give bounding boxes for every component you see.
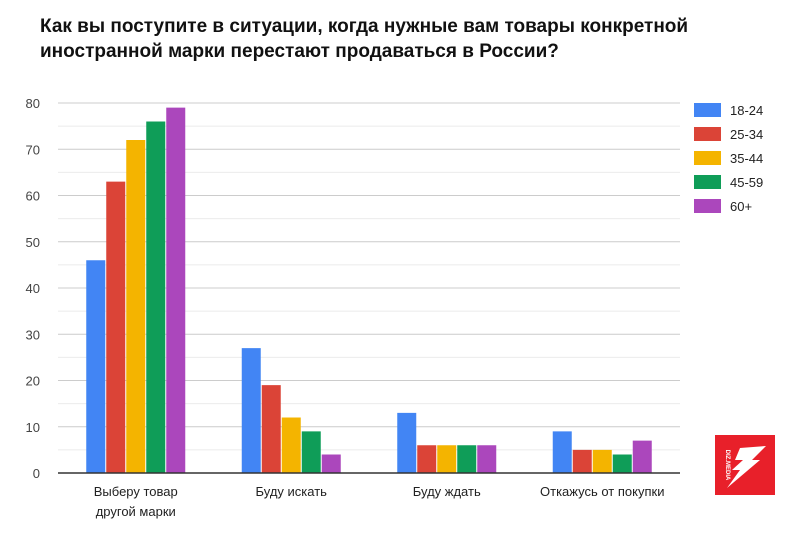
- y-tick-label: 60: [26, 189, 40, 204]
- x-category-label: другой марки: [96, 504, 176, 519]
- lightning-icon: [727, 446, 766, 488]
- bar-60+-1: [321, 454, 341, 473]
- legend-label: 45-59: [730, 175, 763, 190]
- bar-45-59-3: [612, 454, 632, 473]
- diz-media-logo: DIZ.MEDIA: [715, 435, 775, 495]
- svg-text:DIZ.MEDIA: DIZ.MEDIA: [724, 450, 730, 481]
- bar-18-24-2: [397, 412, 417, 473]
- x-category-label: Буду ждать: [413, 484, 481, 499]
- legend-swatch: [694, 175, 721, 189]
- x-category-label: Выберу товар: [94, 484, 178, 499]
- x-category-label: Буду искать: [256, 484, 328, 499]
- y-tick-label: 70: [26, 142, 40, 157]
- bar-25-34-1: [261, 385, 281, 473]
- legend-label: 35-44: [730, 151, 763, 166]
- x-category-label: Откажусь от покупки: [540, 484, 664, 499]
- bar-35-44-0: [126, 140, 146, 473]
- bar-60+-3: [632, 440, 652, 473]
- legend-swatch: [694, 103, 721, 117]
- bar-18-24-1: [241, 348, 261, 473]
- y-tick-label: 30: [26, 327, 40, 342]
- bar-18-24-3: [552, 431, 572, 473]
- bar-45-59-1: [301, 431, 321, 473]
- bar-35-44-1: [281, 417, 301, 473]
- legend-label: 18-24: [730, 103, 763, 118]
- bar-18-24-0: [86, 260, 106, 473]
- chart-title: Как вы поступите в ситуации, когда нужны…: [40, 16, 689, 62]
- y-tick-label: 0: [33, 466, 40, 481]
- y-tick-label: 10: [26, 420, 40, 435]
- legend-label: 25-34: [730, 127, 763, 142]
- legend-swatch: [694, 151, 721, 165]
- y-tick-label: 80: [26, 96, 40, 111]
- bar-25-34-2: [417, 445, 437, 473]
- bar-60+-2: [477, 445, 497, 473]
- legend-swatch: [694, 199, 721, 213]
- y-tick-label: 40: [26, 281, 40, 296]
- legend-label: 60+: [730, 199, 752, 214]
- y-tick-label: 50: [26, 235, 40, 250]
- bar-60+-0: [166, 107, 186, 473]
- bar-35-44-2: [437, 445, 457, 473]
- bar-35-44-3: [592, 449, 612, 473]
- bar-25-34-3: [572, 449, 592, 473]
- legend-swatch: [694, 127, 721, 141]
- y-tick-label: 20: [26, 374, 40, 389]
- bar-45-59-2: [457, 445, 477, 473]
- bar-25-34-0: [106, 181, 126, 473]
- bar-45-59-0: [146, 121, 166, 473]
